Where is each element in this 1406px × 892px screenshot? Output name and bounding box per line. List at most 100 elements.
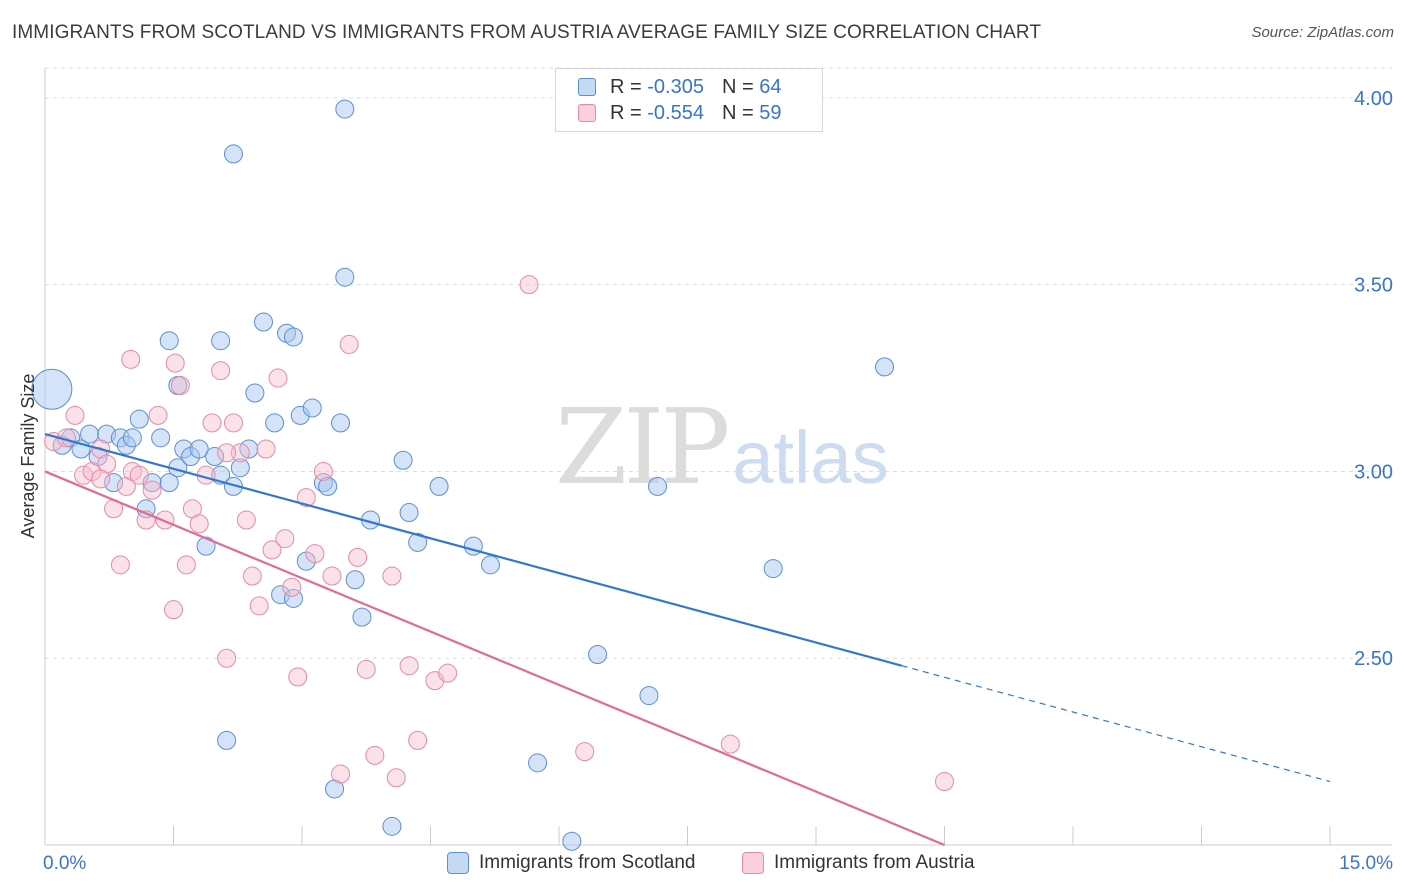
scotland-point [345,570,365,590]
scotland-point [352,607,372,627]
legend-n-label: N = [721,75,754,98]
austria-point [91,469,111,489]
scotland-point [393,450,413,470]
austria-point [935,771,954,791]
y-tick-label: 4.00 [1354,88,1393,110]
tick-labels: 2.50 3.00 3.50 4.00 0.0% 15.0% [43,88,1393,874]
watermark-atlas: atlas [732,416,889,499]
austria-point [217,443,237,463]
austria-point [170,376,190,396]
austria-point [176,555,196,575]
austria-point [211,361,231,381]
scotland-point [223,144,243,164]
austria-point [242,566,262,586]
scotland-point [335,99,355,119]
watermark-zip: ZIP [555,386,730,508]
austria-point [322,566,342,586]
austria-point [382,566,402,586]
austria-point [275,529,295,549]
scotland-point [382,816,402,836]
source-label: Source: ZipAtlas.com [1251,24,1394,41]
austria-point [313,461,333,481]
correlation-legend: R = -0.305 N = 64 R = -0.554 N = 59 [555,68,823,132]
y-tick-label: 3.00 [1354,461,1393,483]
austria-point [65,405,85,425]
austria-point [217,648,237,668]
scotland-point [245,383,265,403]
scotland-point [31,368,73,410]
legend-r-label: R = [610,75,642,98]
scotland-point [104,473,124,493]
austria-point [720,734,740,754]
scotland-point [159,473,179,493]
austria-point [365,745,385,765]
scotland-point [265,413,285,433]
scotland-point [588,644,608,664]
scotland-point [129,409,149,429]
austria-point [282,577,302,597]
austria-point [331,764,351,784]
legend-r-value-scotland: -0.305 [647,75,704,98]
austria-point [121,349,141,369]
austria-point [129,465,149,485]
austria-trend-line [44,470,945,847]
austria-point [202,413,222,433]
austria-point [399,656,419,676]
axes [44,68,1392,846]
austria-point [408,730,428,750]
austria-point [142,480,162,500]
legend-r-value-austria: -0.554 [647,101,704,124]
legend-row-scotland: R = -0.305 N = 64 [578,74,781,100]
legend-r-label: R = [610,101,642,124]
legend-swatch-scotland [578,78,596,96]
austria-point [155,510,175,530]
scotland-point [639,686,659,706]
austria-point [519,275,539,295]
bottom-legend-scotland: Immigrants from Scotland [447,852,695,874]
y-tick-label: 3.50 [1354,275,1393,297]
scotland-point [80,424,100,444]
scotland-point [648,476,668,496]
bottom-legend-swatch-austria [742,852,764,874]
bottom-legend-label-scotland: Immigrants from Scotland [479,852,696,873]
austria-point [305,544,325,564]
scotland-point [211,331,231,351]
scotland-point [763,559,783,579]
legend-n-label: N = [721,101,754,124]
legend-n-value-austria: 59 [759,101,782,124]
austria-point [262,540,282,560]
austria-point [148,405,168,425]
legend-row-austria: R = -0.554 N = 59 [578,100,781,126]
austria-point [339,334,359,354]
austria-point [164,600,183,620]
austria-point [230,443,250,463]
scotland-point [302,398,322,418]
austria-points [44,275,954,791]
austria-point [249,596,269,616]
austria-point [256,439,276,459]
scotland-point [528,753,548,773]
bottom-legend-swatch-scotland [447,852,469,874]
scotland-point [253,312,273,332]
austria-point [189,514,209,534]
x-tick-label: 0.0% [43,853,86,874]
austria-point [116,476,136,496]
scotland-trend-line [44,433,902,667]
scotland-point [230,458,250,478]
scotland-point [122,428,142,448]
y-axis-label: Average Family Size [18,374,38,539]
y-tick-label: 2.50 [1354,648,1393,670]
scotland-point [217,730,237,750]
legend-n-value-scotland: 64 [759,75,782,98]
austria-point [268,368,288,388]
scotland-point [205,447,225,466]
scotland-point [335,267,355,287]
austria-point [223,413,243,433]
austria-point [356,659,376,679]
scotland-point [480,555,500,575]
scotland-point [429,476,449,496]
scotland-point [408,532,428,552]
austria-point [97,454,117,474]
austria-point [386,768,406,788]
